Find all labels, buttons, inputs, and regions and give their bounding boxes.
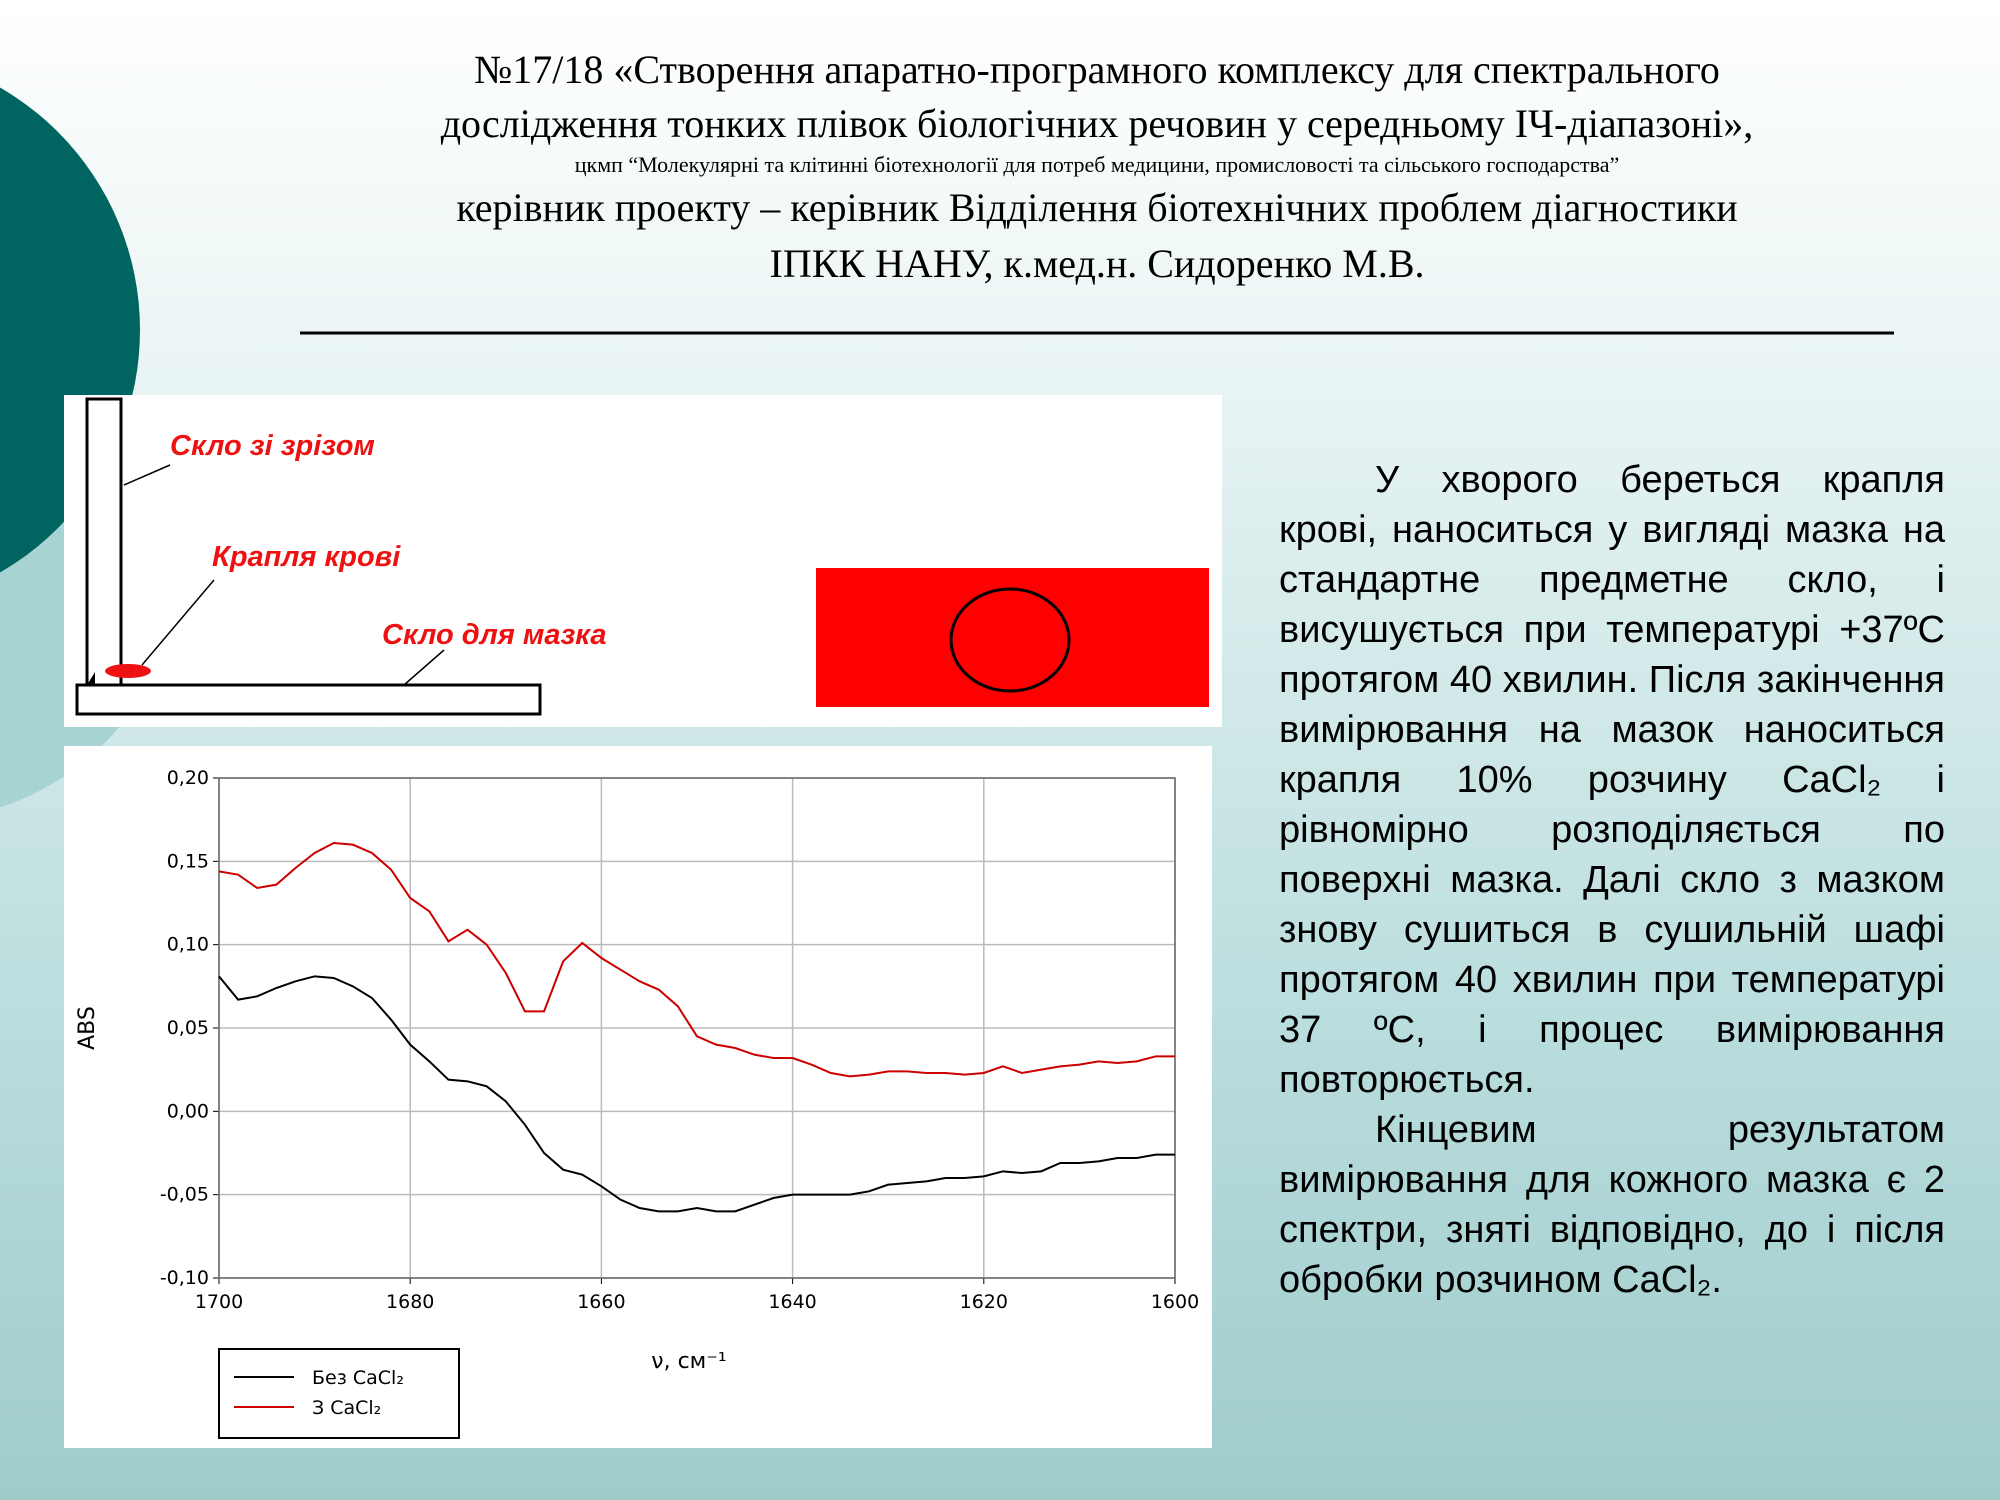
x-tick-label: 1600 [1151,1291,1199,1313]
glass-cut [87,672,95,685]
x-tick-label: 1660 [577,1291,625,1313]
y-axis-label: ABS [75,1006,100,1050]
body-text: У хворого береться крапля крові, наносит… [1279,455,1945,1305]
diagram-label: Крапля крові [212,541,401,573]
x-tick-label: 1620 [960,1291,1008,1313]
legend-box [218,1348,460,1439]
y-tick-label: -0,10 [160,1267,209,1289]
header-line: №17/18 «Створення апаратно-програмного к… [474,47,1720,92]
blood-drop [105,664,151,678]
chart: -0,10 -0,05 0,00 0,05 0,10 0,15 0,20 1700 1680 16… [64,746,1212,1448]
legend-label: З CaCl₂ [312,1397,381,1419]
y-tick-label: -0,05 [160,1184,209,1206]
leader [141,579,215,666]
y-tick-label: 0,10 [167,934,209,956]
y-tick-label: 0,20 [167,767,209,789]
diagram: Скло зі зрізом Крапля крові Скло для маз… [64,395,1222,727]
diagram-label: Скло для мазка [382,619,606,651]
header-line: керівник проекту – керівник Відділення б… [456,185,1738,230]
header-line: ІПКК НАНУ, к.мед.н. Сидоренко М.В. [769,241,1425,286]
paragraph: Кінцевим результатом вимірювання для кож… [1279,1109,1945,1301]
paragraph: У хворого береться крапля крові, наносит… [1279,459,1945,1101]
x-axis-label: ν, см⁻¹ [651,1349,726,1374]
plot-frame [218,777,1176,1279]
y-tick-label: 0,00 [167,1100,209,1122]
data-line [218,841,1175,1078]
x-tick-label: 1680 [386,1291,434,1313]
leader [123,464,171,486]
header-line: дослідження тонких плівок біологічних ре… [440,101,1754,146]
smear-glass [75,683,542,716]
smear-outline [949,587,1071,693]
y-tick-label: 0,15 [167,850,209,872]
data-line [218,975,1175,1213]
x-tick-label: 1640 [768,1291,816,1313]
y-tick-label: 0,05 [167,1017,209,1039]
diagram-label: Скло зі зрізом [170,430,375,462]
leader [403,649,445,686]
header-subline: цкмп “Молекулярні та клітинні біотехноло… [574,152,1620,177]
chart-panel [64,746,1212,1448]
x-tick-label: 1700 [195,1291,243,1313]
legend-label: Без CaCl₂ [312,1367,404,1389]
slide-top-view [816,568,1209,707]
